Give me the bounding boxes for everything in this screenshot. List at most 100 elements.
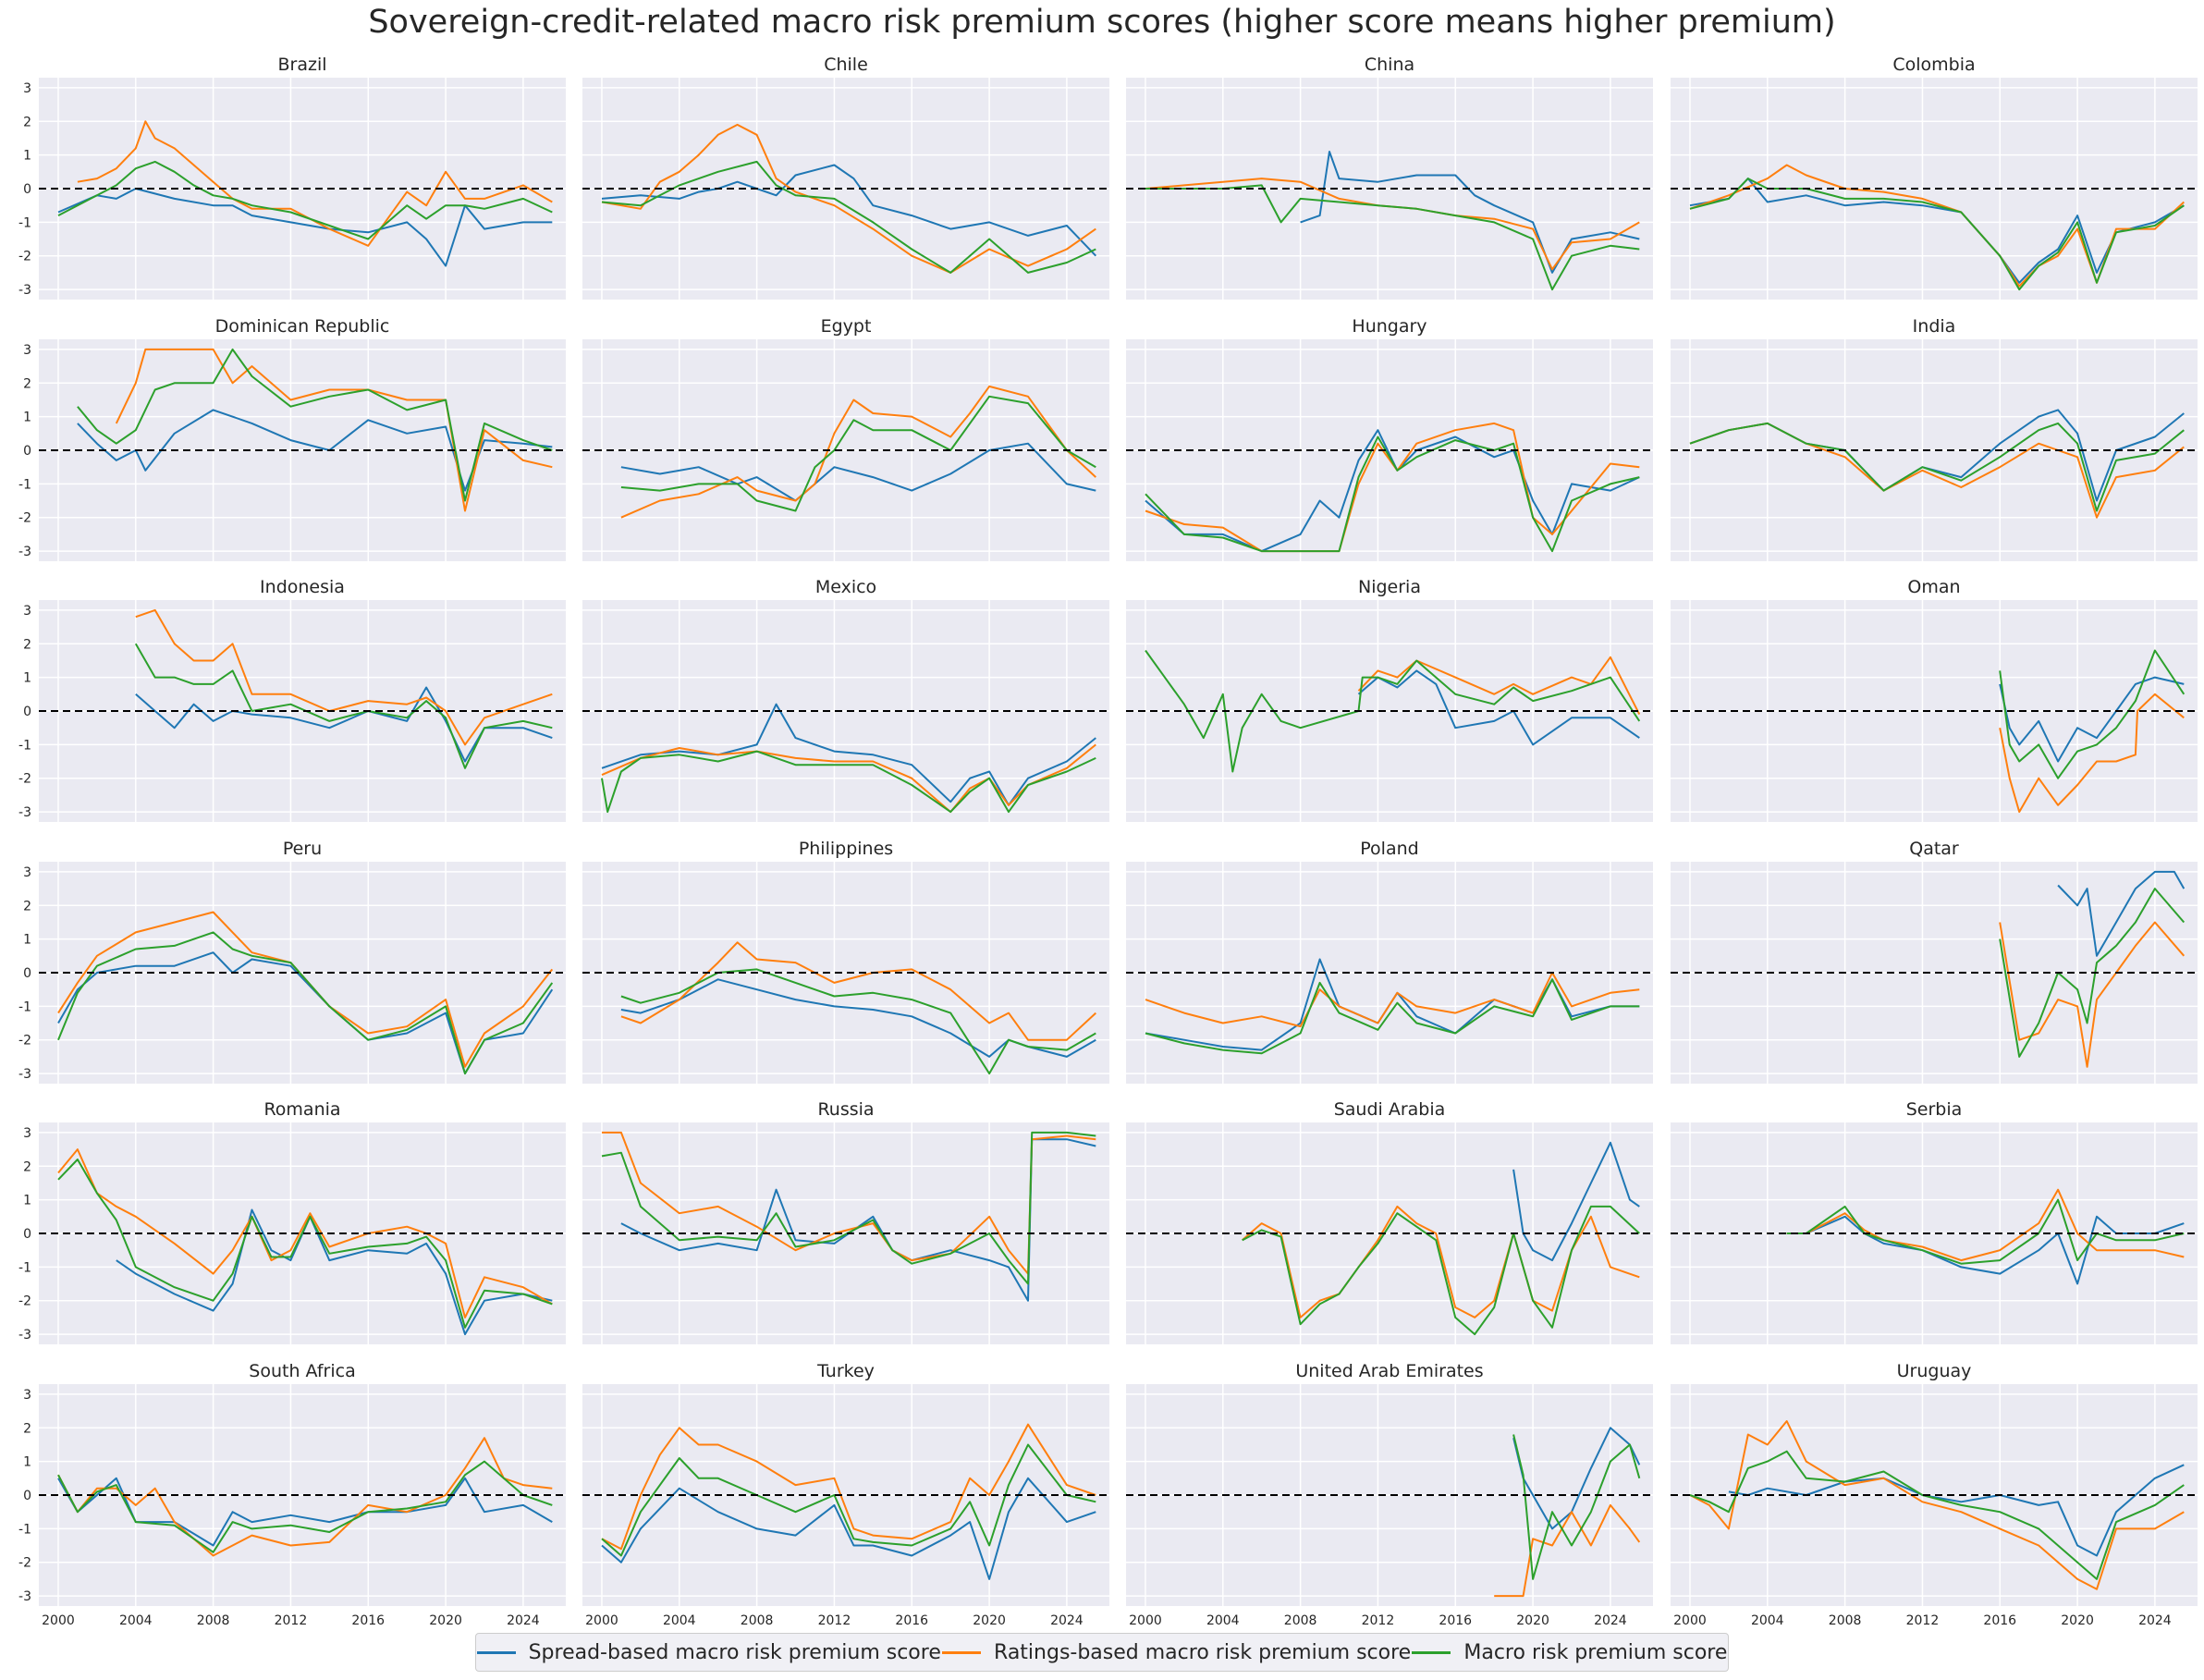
series-line-macro [601,750,1096,814]
panel-oman: Oman [1671,577,2198,822]
series-line-macro [1242,1205,1640,1336]
series-line-macro [57,1159,553,1329]
panel-title: Nigeria [1358,577,1421,597]
series-line-spread [601,164,1097,257]
series-line-macro [57,160,553,240]
series-line-ratings [1999,693,2185,814]
panel-chile: Chile [582,55,1109,300]
y-tick-label: -2 [18,1556,31,1571]
y-tick-label: 1 [23,1455,31,1470]
series-line-ratings [1357,656,1641,716]
y-tick-label: 2 [23,899,31,914]
series-line-spread [57,188,553,267]
panel-title: Russia [817,1099,874,1120]
panel-title: Oman [1907,577,1960,597]
series-line-macro [1145,649,1641,773]
series-line-ratings [57,1148,553,1318]
y-tick-label: 0 [23,966,31,981]
y-tick-label: 1 [23,149,31,164]
panel-serbia: Serbia [1671,1099,2198,1344]
panel-brazil: Brazil -3 -2 -1 0 1 2 3 [18,55,566,300]
legend: Spread-based macro risk premium score Ra… [475,1633,1729,1672]
series-line-ratings [1242,1205,1640,1318]
y-tick-label: 0 [23,182,31,197]
panel-title: Philippines [799,839,893,859]
x-tick-label: 2004 [1751,1613,1784,1628]
y-tick-label: 2 [23,1421,31,1436]
panel-title: Chile [824,55,868,75]
legend-item-spread: Spread-based macro risk premium score [476,1641,941,1664]
x-tick-label: 2000 [1673,1613,1707,1628]
panel-title: Romania [263,1099,340,1120]
x-tick-label: 2020 [429,1613,462,1628]
x-tick-label: 2016 [1983,1613,2016,1628]
y-tick-label: 3 [23,343,31,358]
panel-romania: Romania -3 -2 -1 0 1 2 3 [18,1099,566,1344]
x-tick-label: 2004 [663,1613,696,1628]
y-tick-label: -3 [18,1328,31,1343]
y-tick-label: 2 [23,376,31,391]
panel-title: Colombia [1892,55,1975,75]
panel-title: Dominican Republic [215,316,390,337]
panel-egypt: Egypt [582,316,1109,561]
y-tick-label: 0 [23,444,31,459]
panel-title: Serbia [1906,1099,1963,1120]
panel-title: Uruguay [1897,1361,1972,1381]
series-line-ratings [620,941,1096,1041]
series-line-spread [1300,151,1640,274]
panel-title: Mexico [815,577,876,597]
series-line-spread [601,703,1096,806]
series-line-macro [620,395,1096,512]
panel-turkey: Turkey 2000 2004 2008 2012 2016 2020 2024 [582,1361,1109,1628]
panel-south-africa: South Africa -3 -2 -1 0 1 2 3 2000 2004 2008 2012 20… [18,1361,566,1628]
series-line-spread [135,686,553,763]
y-tick-label: -1 [18,1522,31,1537]
y-tick-label: 0 [23,1227,31,1242]
panel-india: India [1671,316,2198,561]
series-line-macro [620,968,1096,1075]
x-tick-label: 2020 [1516,1613,1549,1628]
panel-title: Indonesia [260,577,345,597]
y-tick-label: -3 [18,545,31,559]
y-tick-label: -3 [18,1589,31,1604]
series-line-macro [601,1131,1096,1285]
x-tick-label: 2020 [2061,1613,2094,1628]
y-tick-label: 2 [23,1159,31,1174]
x-tick-label: 2004 [1206,1613,1240,1628]
series-line-macro [1689,178,2185,291]
legend-label-ratings: Ratings-based macro risk premium score [994,1640,1412,1664]
series-line-spread [1728,1464,2185,1557]
x-tick-label: 2008 [1829,1613,1862,1628]
series-line-macro [57,1460,553,1553]
series-line-spread [2057,870,2186,957]
y-tick-label: 2 [23,637,31,652]
series-line-macro [1689,1450,2185,1580]
y-tick-label: 3 [23,81,31,96]
series-line-ratings [601,1423,1096,1551]
y-tick-label: -1 [18,738,31,753]
y-tick-label: 2 [23,115,31,129]
y-tick-label: 1 [23,1194,31,1208]
series-line-macro [601,160,1096,274]
x-tick-label: 2008 [741,1613,774,1628]
legend-swatch-ratings [942,1650,982,1654]
panel-title: Egypt [821,316,872,337]
y-tick-label: 3 [23,1126,31,1141]
legend-item-ratings: Ratings-based macro risk premium score [942,1641,1411,1664]
panel-mexico: Mexico [582,577,1109,822]
y-tick-label: -3 [18,1067,31,1082]
panel-title: Qatar [1909,839,1959,859]
panel-title: India [1913,316,1956,337]
series-line-spread [1786,1215,2185,1285]
series-line-ratings [601,743,1096,814]
x-tick-label: 2000 [42,1613,75,1628]
series-line-ratings [1689,1420,2185,1590]
y-tick-label: -2 [18,511,31,526]
x-tick-label: 2004 [119,1613,153,1628]
y-tick-label: 0 [23,1489,31,1503]
series-line-macro [1145,435,1640,553]
y-tick-label: 3 [23,604,31,619]
x-tick-label: 2012 [1906,1613,1940,1628]
x-tick-label: 2020 [973,1613,1006,1628]
legend-swatch-macro [1412,1650,1451,1654]
